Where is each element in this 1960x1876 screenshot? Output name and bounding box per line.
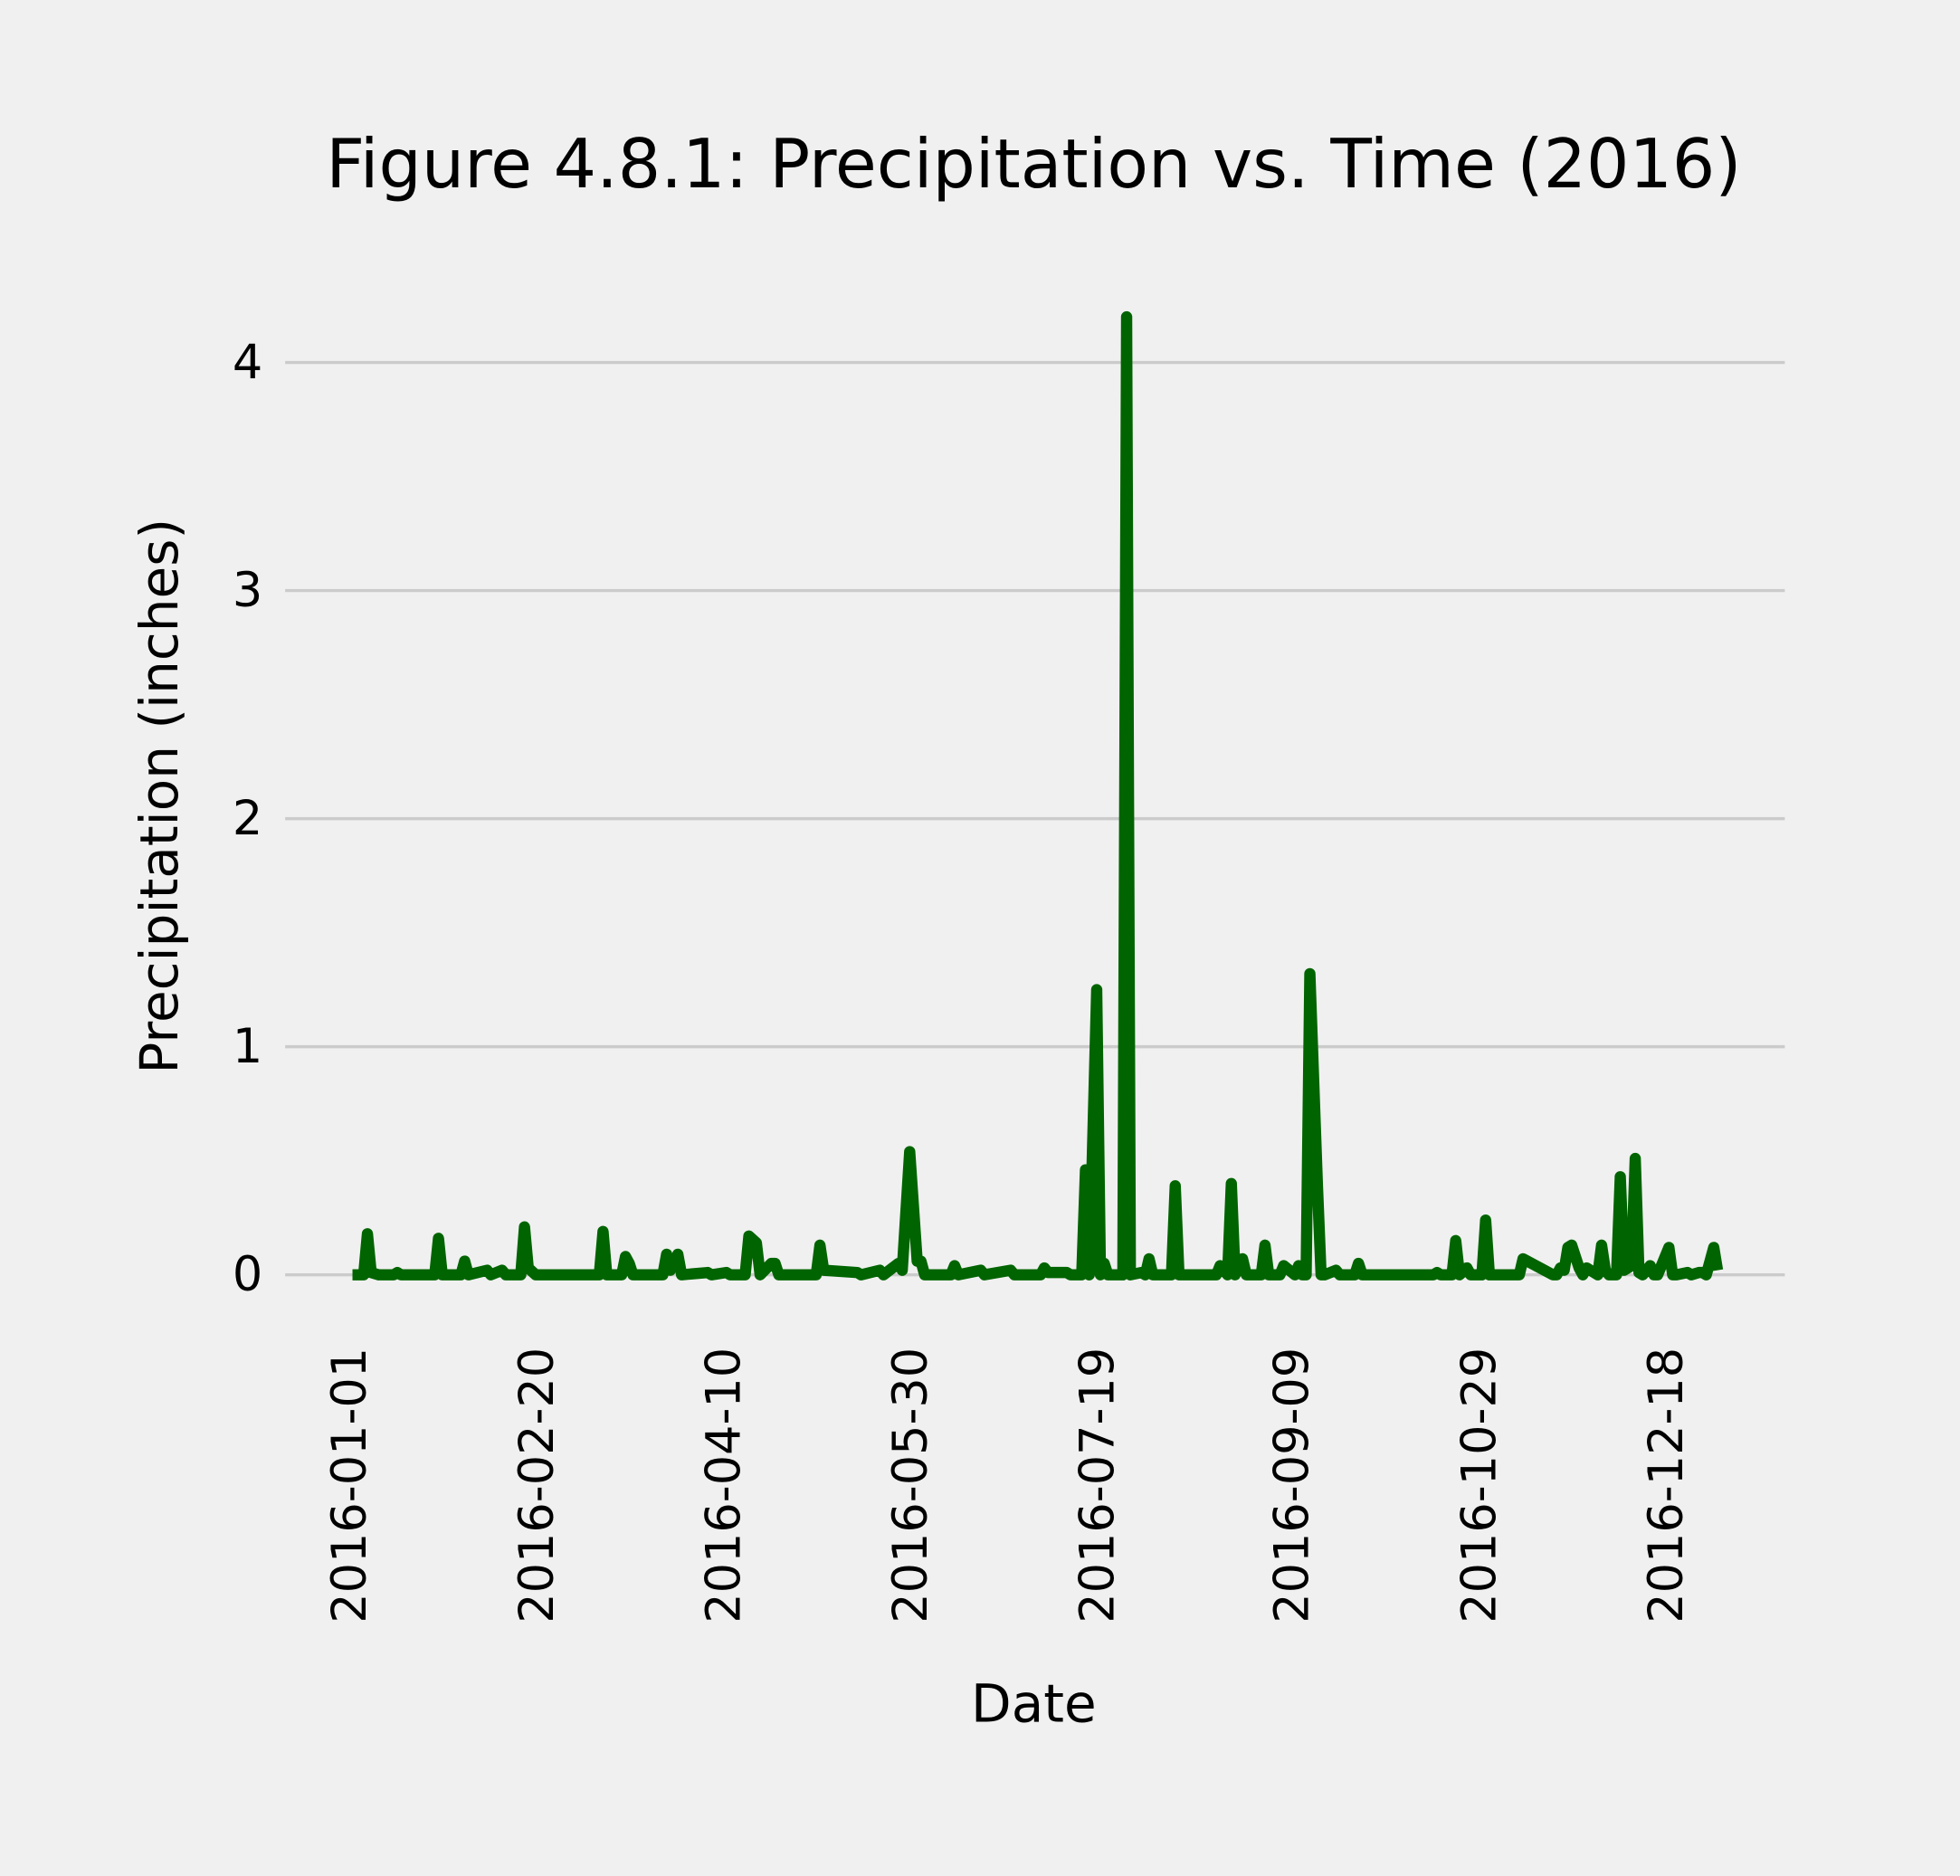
y-tick-label: 4 [233, 335, 262, 390]
x-tick-label: 2016-02-20 [509, 1347, 565, 1624]
x-tick-label: 2016-04-10 [696, 1347, 751, 1624]
x-axis-label: Date [971, 1673, 1097, 1735]
x-tick-label: 2016-07-19 [1070, 1347, 1126, 1624]
x-tick-label: 2016-10-29 [1451, 1347, 1507, 1624]
precipitation-line [352, 310, 1724, 1281]
x-tick-label: 2016-05-30 [883, 1347, 938, 1624]
y-tick-label: 0 [233, 1247, 262, 1302]
y-tick-label: 1 [233, 1019, 262, 1074]
y-tick-label: 2 [233, 791, 262, 846]
x-tick-label: 2016-01-01 [322, 1347, 377, 1624]
y-axis-label: Precipitation (inches) [128, 519, 190, 1074]
x-tick-label: 2016-12-18 [1639, 1347, 1694, 1624]
x-tick-label: 2016-09-09 [1265, 1347, 1320, 1624]
y-tick-label: 3 [233, 563, 262, 618]
chart-title: Figure 4.8.1: Precipitation vs. Time (20… [326, 125, 1741, 204]
